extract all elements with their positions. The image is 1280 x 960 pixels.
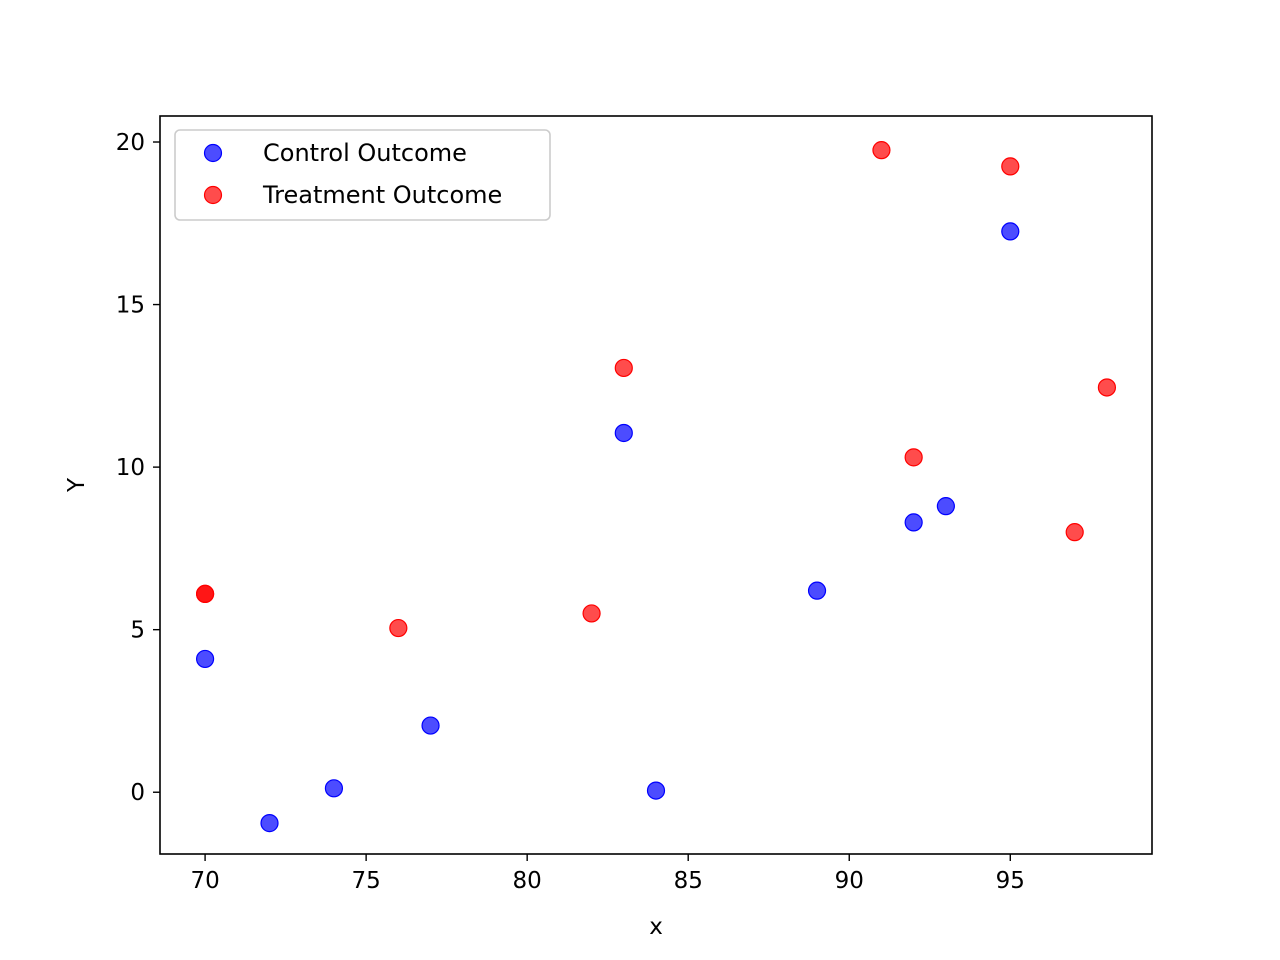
- point-control-9: [1001, 222, 1020, 241]
- plot-area: [160, 116, 1152, 854]
- legend-marker-control: [203, 143, 223, 163]
- x-tick-label-2: 80: [513, 868, 542, 894]
- y-tick-label-3: 15: [116, 293, 145, 319]
- x-tick-label-5: 95: [996, 868, 1025, 894]
- point-control-8: [936, 497, 955, 516]
- legend: Control Outcome Treatment Outcome: [174, 129, 551, 221]
- point-treatment-2: [389, 618, 408, 638]
- x-tick-label-4: 90: [835, 868, 864, 894]
- y-axis-ticks: 0 5 10 15 20: [116, 130, 160, 806]
- points-layer: [195, 141, 1117, 833]
- x-tick-label-0: 70: [190, 868, 219, 894]
- point-treatment-8: [1065, 523, 1084, 542]
- point-control-5: [646, 781, 666, 800]
- point-control-0: [195, 649, 215, 669]
- axes-frame: [159, 115, 1153, 855]
- point-treatment-4: [614, 358, 633, 378]
- y-axis-label: Y: [64, 477, 90, 493]
- point-treatment-7: [1001, 157, 1020, 176]
- point-control-3: [421, 716, 440, 735]
- y-tick-label-1: 5: [130, 618, 145, 644]
- x-axis-label: x: [649, 914, 663, 940]
- x-tick-label-3: 85: [674, 868, 703, 894]
- x-axis-ticks: 70 75 80 85 90 95: [190, 854, 1025, 894]
- y-tick-label-2: 10: [116, 455, 145, 481]
- legend-label-control: Control Outcome: [263, 139, 467, 167]
- point-treatment-1: [195, 584, 215, 604]
- point-control-7: [904, 513, 923, 532]
- point-control-6: [807, 581, 827, 600]
- point-treatment-3: [582, 604, 601, 623]
- y-tick-label-0: 0: [130, 780, 145, 806]
- legend-marker-treatment: [203, 185, 223, 205]
- point-control-4: [614, 423, 633, 443]
- point-control-1: [260, 814, 279, 833]
- point-treatment-6: [904, 448, 923, 467]
- point-treatment-5: [872, 141, 891, 160]
- point-control-2: [324, 779, 344, 798]
- x-tick-label-1: 75: [351, 868, 380, 894]
- legend-box: [174, 129, 551, 221]
- y-tick-label-4: 20: [116, 130, 145, 156]
- legend-label-treatment: Treatment Outcome: [262, 181, 502, 209]
- point-treatment-9: [1097, 378, 1117, 397]
